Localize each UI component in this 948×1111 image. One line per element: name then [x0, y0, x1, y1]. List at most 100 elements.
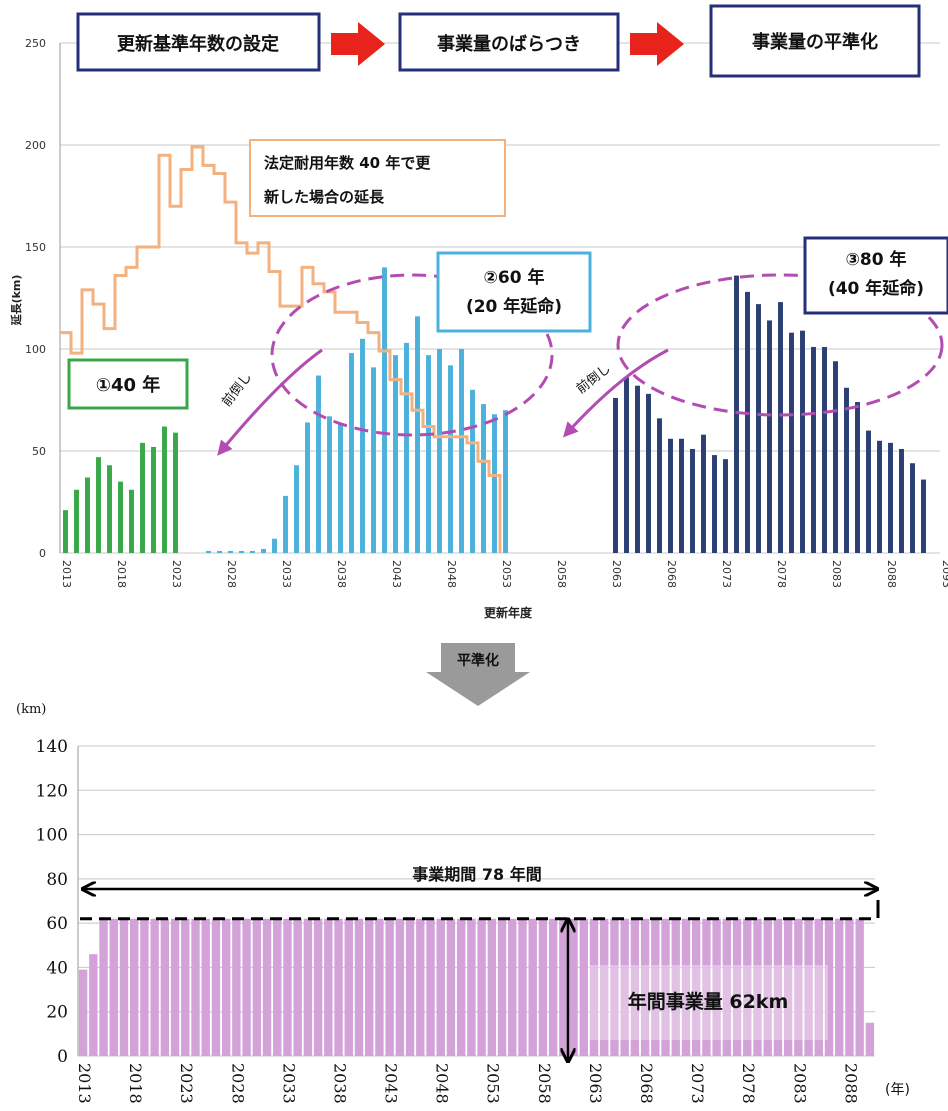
bottom-y-tick-label: 20 [46, 1003, 68, 1023]
bar-cyan [426, 355, 431, 553]
bottom-bar [181, 918, 190, 1056]
bottom-x-tick-label: 2048 [433, 1063, 452, 1104]
top-y-tick-label: 150 [25, 241, 46, 254]
bar-navy [734, 275, 739, 553]
top-x-tick-label: 2093 [940, 560, 948, 588]
top-y-tick-label: 0 [39, 547, 46, 560]
bottom-bar [620, 918, 629, 1056]
bar-navy [888, 442, 893, 553]
bottom-bar [835, 918, 844, 1056]
bar-cyan [261, 548, 266, 553]
ellipse-60 [270, 273, 554, 437]
ellipse-80 [616, 273, 944, 417]
period-label: 事業期間 78 年間 [412, 865, 541, 884]
top-x-tick-label: 2023 [170, 560, 183, 588]
bottom-bar [436, 918, 445, 1056]
bottom-bar [865, 1022, 875, 1056]
bar-navy [679, 438, 684, 553]
bar-green [151, 446, 156, 553]
leveling-arrow-shape [426, 643, 530, 706]
bottom-y-tick-label: 40 [46, 958, 68, 978]
bar-navy [855, 402, 860, 553]
bar-cyan [283, 495, 288, 553]
bottom-bar [354, 918, 364, 1056]
bottom-x-tick-label: 2028 [228, 1063, 247, 1104]
bar-cyan [239, 550, 244, 553]
flow-step-3-box [709, 4, 921, 78]
bottom-bar [497, 918, 507, 1056]
bar-cyan [349, 353, 354, 553]
orange-note-box [249, 139, 506, 217]
bar-cyan [371, 367, 376, 553]
label-box-80 [803, 236, 948, 315]
top-y-ticks: 0 50 100 150 200 250 [25, 37, 46, 560]
bar-navy [646, 393, 651, 553]
label-80-line2: (40 年延命) [828, 278, 924, 299]
bottom-bar [170, 918, 180, 1056]
bar-navy [745, 291, 750, 553]
bottom-bar [712, 918, 721, 1056]
bar-navy [921, 479, 926, 553]
label-80-line1: ③80 年 [846, 249, 907, 270]
bottom-bar [283, 918, 292, 1056]
bottom-x-tick-label: 2013 [75, 1063, 94, 1104]
bottom-bar [671, 918, 680, 1056]
bottom-bar [99, 918, 108, 1056]
bottom-bar [405, 918, 415, 1056]
bottom-bar [681, 918, 691, 1056]
bring-forward-label-1: 前倒し [219, 369, 256, 410]
top-bars [63, 267, 926, 553]
bar-navy [910, 463, 915, 553]
label-60-line2: (20 年延命) [466, 296, 562, 317]
top-x-tick-label: 2033 [280, 560, 293, 588]
bottom-y-tick-label: 0 [57, 1047, 68, 1067]
flow-arrow-1 [331, 22, 385, 66]
bottom-bar [743, 918, 752, 1056]
top-x-ticks: 2013 2018 2023 2028 2033 2038 2043 2048 2053 2058… [60, 560, 948, 588]
bottom-bar [232, 918, 241, 1056]
bar-cyan [492, 414, 497, 553]
bottom-bar [559, 918, 568, 1056]
bar-navy [811, 346, 816, 553]
top-x-tick-label: 2083 [830, 560, 843, 588]
bottom-bar [630, 918, 640, 1056]
bar-cyan [294, 465, 299, 553]
bar-green [74, 489, 79, 553]
bottom-bar [518, 918, 527, 1056]
top-x-tick-label: 2013 [60, 560, 73, 588]
bottom-bar [773, 918, 783, 1056]
bottom-bar [395, 918, 405, 1056]
bar-navy [778, 302, 783, 553]
bar-green [85, 477, 90, 553]
top-x-tick-label: 2073 [720, 560, 733, 588]
bottom-y-tick-label: 80 [46, 870, 68, 890]
bottom-bar [600, 918, 609, 1056]
bar-navy [844, 387, 849, 553]
bar-cyan [404, 342, 409, 553]
bar-cyan [481, 404, 486, 553]
bottom-bar [691, 918, 701, 1056]
bottom-bar [753, 918, 762, 1056]
bottom-bar [589, 918, 599, 1056]
top-x-tick-label: 2048 [445, 560, 458, 588]
bar-cyan [360, 338, 365, 553]
flow-step-2-box [398, 12, 620, 72]
bar-green [96, 457, 101, 553]
bottom-bar [242, 918, 251, 1056]
top-x-tick-label: 2053 [500, 560, 513, 588]
bar-navy [712, 455, 717, 553]
bar-cyan [316, 375, 321, 553]
leveling-arrow: 平準化 [426, 643, 530, 706]
bar-navy [690, 448, 695, 553]
bar-cyan [470, 389, 475, 553]
bottom-bar [640, 918, 650, 1056]
bar-cyan [415, 316, 420, 553]
bottom-bar [538, 918, 548, 1056]
bar-navy [800, 330, 805, 553]
bar-green [173, 432, 178, 553]
bottom-unit-label: (km) [16, 702, 46, 717]
orange-step-line [60, 145, 502, 553]
top-y-tick-label: 200 [25, 139, 46, 152]
